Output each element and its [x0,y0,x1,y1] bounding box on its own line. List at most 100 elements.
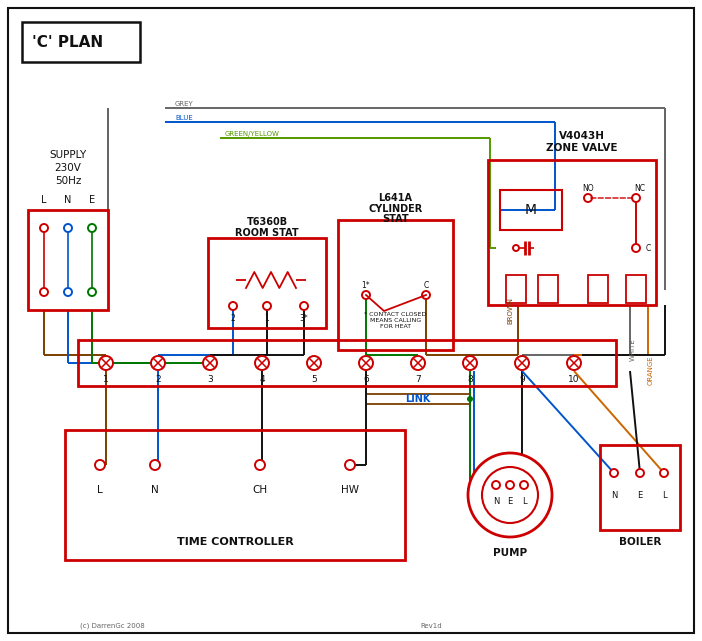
Text: 9: 9 [519,374,525,383]
Text: N: N [493,497,499,506]
Text: 7: 7 [415,374,421,383]
Bar [538,275,558,303]
Circle shape [88,288,96,296]
Text: * CONTACT CLOSED
MEANS CALLING
FOR HEAT: * CONTACT CLOSED MEANS CALLING FOR HEAT [364,312,427,329]
Bar [28,210,108,310]
Text: 1: 1 [265,313,270,322]
Text: 3: 3 [207,374,213,383]
Bar [208,238,326,328]
Circle shape [362,291,370,299]
Text: 8: 8 [467,374,473,383]
Circle shape [584,194,592,202]
Text: E: E [508,497,512,506]
Circle shape [411,356,425,370]
Text: C: C [423,281,429,290]
Text: BLUE: BLUE [175,115,193,121]
Text: NC: NC [635,183,646,192]
Bar [600,445,680,530]
Circle shape [263,302,271,310]
Bar [626,275,646,303]
Circle shape [307,356,321,370]
Text: C: C [645,244,651,253]
Text: E: E [89,195,95,205]
Text: SUPPLY: SUPPLY [49,150,86,160]
Text: L: L [522,497,526,506]
Text: L641A: L641A [378,193,413,203]
Circle shape [506,481,514,489]
Circle shape [203,356,217,370]
Text: ORANGE: ORANGE [648,355,654,385]
Bar [78,340,616,386]
Text: GREY: GREY [175,101,194,107]
Circle shape [467,396,473,402]
Text: N: N [65,195,72,205]
Text: CYLINDER: CYLINDER [369,204,423,214]
Bar [488,160,656,305]
Circle shape [345,460,355,470]
Circle shape [632,194,640,202]
Text: 1*: 1* [362,281,371,290]
Circle shape [255,460,265,470]
Text: N: N [611,490,617,499]
Circle shape [150,460,160,470]
Bar [338,220,453,350]
Text: HW: HW [341,485,359,495]
Circle shape [515,356,529,370]
Circle shape [151,356,165,370]
Circle shape [463,356,477,370]
Text: 10: 10 [568,374,580,383]
Circle shape [513,245,519,251]
Circle shape [255,356,269,370]
Text: L: L [97,485,103,495]
Circle shape [610,469,618,477]
Text: TIME CONTROLLER: TIME CONTROLLER [177,537,293,547]
Text: E: E [637,490,642,499]
Circle shape [492,481,500,489]
Circle shape [40,224,48,232]
Circle shape [64,224,72,232]
Text: 5: 5 [311,374,317,383]
Circle shape [632,244,640,252]
Circle shape [482,467,538,523]
Circle shape [660,469,668,477]
Text: 'C' PLAN: 'C' PLAN [32,35,103,49]
Text: L: L [41,195,47,205]
Bar [500,190,562,230]
Text: L: L [662,490,666,499]
Text: T6360B: T6360B [246,217,288,227]
Circle shape [40,288,48,296]
Circle shape [359,356,373,370]
Circle shape [229,302,237,310]
Bar [506,275,526,303]
Text: 230V: 230V [55,163,81,173]
Circle shape [99,356,113,370]
Text: CH: CH [253,485,267,495]
Text: 50Hz: 50Hz [55,176,81,186]
Text: (c) DarrenGc 2008: (c) DarrenGc 2008 [80,623,145,629]
Text: V4043H: V4043H [559,131,605,141]
Text: ROOM STAT: ROOM STAT [235,228,299,238]
Text: 1: 1 [103,374,109,383]
Circle shape [468,453,552,537]
Circle shape [64,288,72,296]
Text: 4: 4 [259,374,265,383]
Circle shape [567,356,581,370]
Text: BOILER: BOILER [618,537,661,547]
Text: Rev1d: Rev1d [420,623,442,629]
Circle shape [300,302,308,310]
Circle shape [88,224,96,232]
Text: ZONE VALVE: ZONE VALVE [546,143,618,153]
Text: 3*: 3* [300,313,308,322]
Text: BROWN: BROWN [507,297,513,324]
Text: GREEN/YELLOW: GREEN/YELLOW [225,131,280,137]
Circle shape [520,481,528,489]
Text: STAT: STAT [382,214,409,224]
Text: 2: 2 [155,374,161,383]
Text: N: N [151,485,159,495]
Text: 6: 6 [363,374,369,383]
Bar [588,275,608,303]
Text: WHITE: WHITE [630,338,636,362]
Text: 2: 2 [231,313,235,322]
Text: M: M [525,203,537,217]
Bar [65,430,405,560]
